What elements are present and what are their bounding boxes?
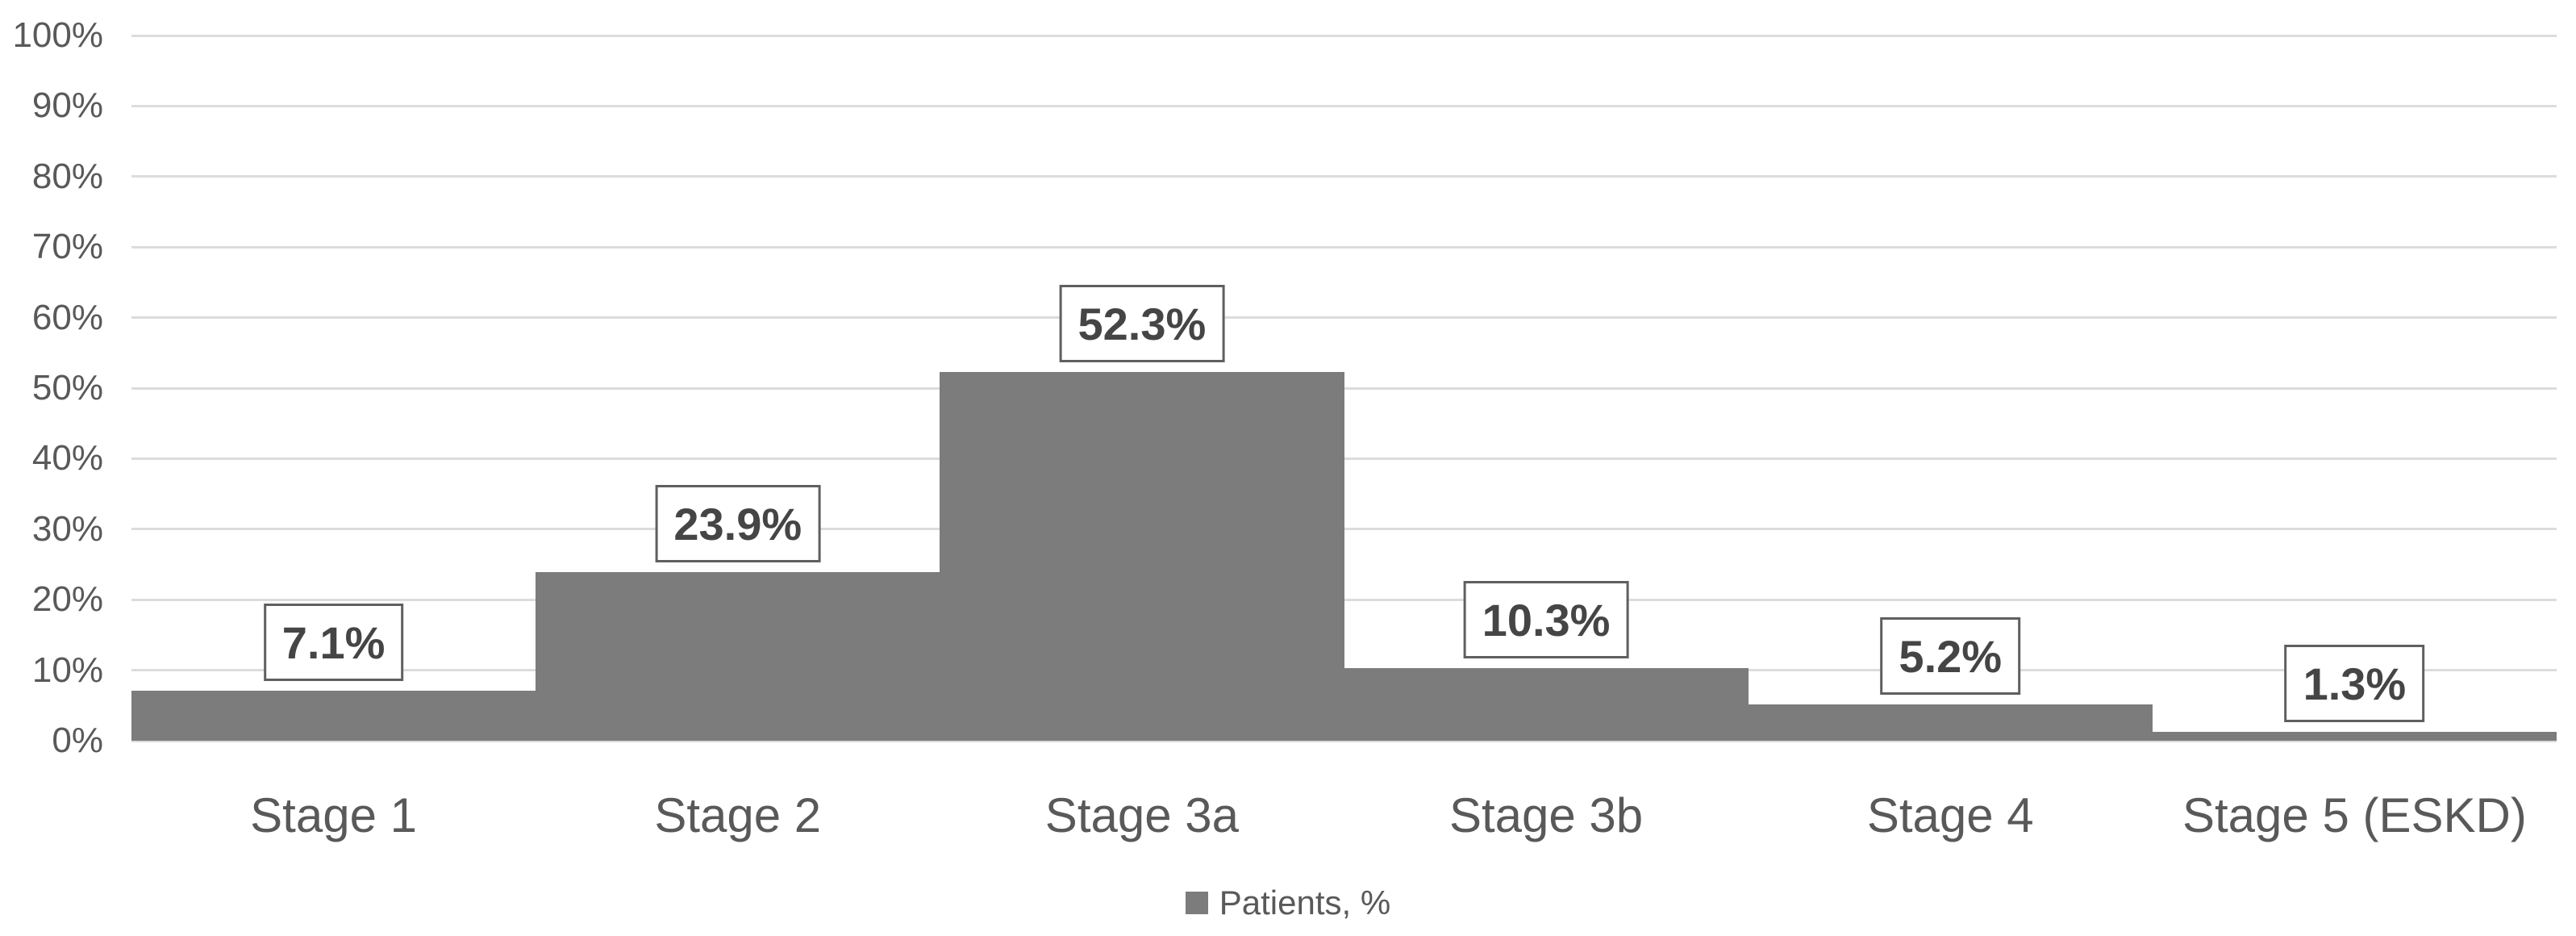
y-axis-tick-label: 30% [31,508,103,549]
y-axis-tick-label: 90% [31,86,103,126]
gridline [131,316,2557,320]
bars-container [131,36,2557,741]
y-axis-tick-label: 60% [31,297,103,337]
y-axis-tick-label: 50% [31,368,103,407]
gridline [131,739,2557,742]
y-axis-tick-label: 80% [31,156,103,196]
bar-data-label: 23.9% [655,485,821,563]
legend-swatch-icon [1185,892,1208,914]
x-axis-category-label: Stage 3b [1448,788,1644,842]
y-axis-tick-label: 40% [31,438,103,478]
bar [2152,731,2557,741]
gridline [131,104,2557,107]
bar [940,371,1344,741]
gridline [131,34,2557,37]
y-axis-tick-label: 100% [12,15,103,55]
legend: Patients, % [0,886,2576,920]
x-axis-category-label: Stage 2 [654,788,822,842]
bar-data-label: 5.2% [1880,616,2021,695]
x-axis-category-label: Stage 4 [1866,788,2034,842]
bar [131,690,536,741]
bar [1344,667,1749,741]
y-axis-tick-label: 0% [52,721,103,760]
y-axis-tick-label: 10% [31,650,103,690]
bar-data-label: 52.3% [1059,284,1225,362]
y-axis: 0% 10% 20% 30% 40% 50% 60% 70% 80% 90% 100% [0,18,103,758]
plot-area: 7.1% 23.9% 52.3% 10.3% 5.2% 1.3% [131,34,2557,742]
x-axis-category-label: Stage 1 [250,788,417,842]
y-axis-tick-label: 70% [31,227,103,267]
bar-data-label: 7.1% [263,603,404,681]
bar-data-label: 1.3% [2284,644,2425,722]
bar [1748,704,2153,741]
x-axis-category-label: Stage 3a [1044,788,1240,842]
y-axis-tick-label: 20% [31,579,103,620]
bar-data-label: 10.3% [1463,580,1629,658]
gridline [131,175,2557,178]
bar [536,572,940,741]
gridline [131,245,2557,249]
legend-label: Patients, % [1219,884,1391,921]
x-axis-category-label: Stage 5 (ESKD) [2182,788,2527,842]
x-axis: Stage 1 Stage 2 Stage 3a Stage 3b Stage 4 Sta… [131,784,2557,857]
